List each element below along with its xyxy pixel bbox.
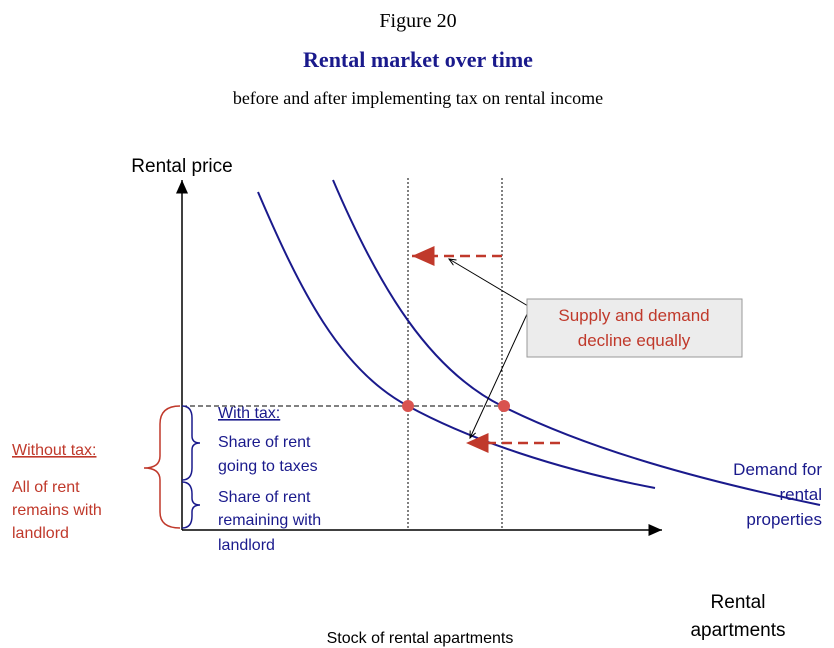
title: Rental market over time: [303, 47, 533, 72]
without-tax-text: remains with: [12, 502, 102, 519]
callout-arrow: [449, 259, 529, 307]
callout-box: [526, 298, 743, 358]
with-tax-text: remaining with: [218, 512, 321, 529]
figure-label: Figure 20: [379, 10, 456, 32]
brace: [181, 405, 201, 481]
with-tax-text: landlord: [218, 537, 275, 554]
brace: [181, 481, 201, 529]
without-tax-text: All of rent: [12, 479, 80, 496]
without-tax-heading: Without tax:: [12, 442, 96, 459]
x-caption: Stock of rental apartments: [327, 630, 514, 647]
subtitle: before and after implementing tax on ren…: [233, 88, 603, 108]
y-axis-label: Rental price: [131, 156, 232, 177]
equilibrium-point: [402, 400, 414, 412]
x-axis-label: Rental: [711, 592, 766, 613]
brace: [143, 405, 181, 529]
with-tax-text: going to taxes: [218, 458, 318, 475]
with-tax-text: Share of rent: [218, 434, 311, 451]
with-tax-heading: With tax:: [218, 405, 280, 422]
equilibrium-point: [498, 400, 510, 412]
demand-label: properties: [746, 510, 822, 529]
demand-label: Demand for: [733, 460, 822, 479]
with-tax-text: Share of rent: [218, 489, 311, 506]
demand-label: rental: [779, 485, 822, 504]
callout-arrow: [470, 311, 529, 438]
x-axis-label: apartments: [690, 620, 785, 641]
callout-text: decline equally: [578, 331, 691, 350]
without-tax-text: landlord: [12, 525, 69, 542]
callout-text: Supply and demand: [558, 306, 709, 325]
